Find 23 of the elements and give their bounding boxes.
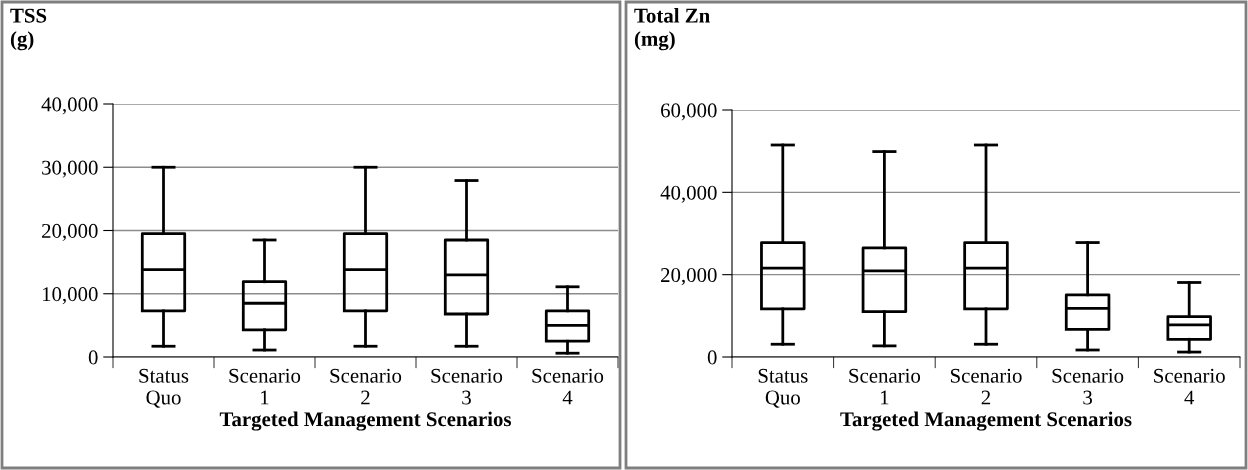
x-tick-label: Scenario 2	[950, 368, 1022, 405]
x-tick-label: Scenario 4	[532, 368, 604, 405]
y-tick-label: 40,000	[660, 185, 717, 203]
y-tick-label: 40,000	[41, 97, 98, 115]
chart-title: Total Zn (mg)	[634, 8, 710, 51]
y-tick-label: 20,000	[661, 268, 717, 286]
x-tick-label: Scenario 4	[1154, 368, 1225, 405]
y-tick-label: 0	[88, 350, 98, 365]
y-tick-label: 10,000	[42, 287, 98, 305]
y-tick-label: 60,000	[661, 103, 717, 121]
y-tick-label: 0	[707, 350, 717, 365]
x-tick-label: Scenario 1	[229, 368, 301, 405]
x-axis-title: Targeted Management Scenarios	[840, 411, 1132, 431]
y-tick-label: 30,000	[42, 160, 98, 178]
x-tick-label: Scenario 3	[1052, 368, 1124, 405]
x-tick-label: Status Quo	[758, 368, 808, 408]
x-tick-label: Scenario 1	[849, 368, 921, 405]
x-tick-label: Scenario 3	[431, 368, 503, 405]
y-tick-label: 20,000	[42, 223, 98, 241]
chart-title: TSS (g)	[10, 8, 47, 51]
x-axis-title: Targeted Management Scenarios	[219, 411, 511, 431]
x-tick-label: Status Quo	[139, 368, 189, 408]
x-tick-label: Scenario 2	[330, 368, 402, 405]
